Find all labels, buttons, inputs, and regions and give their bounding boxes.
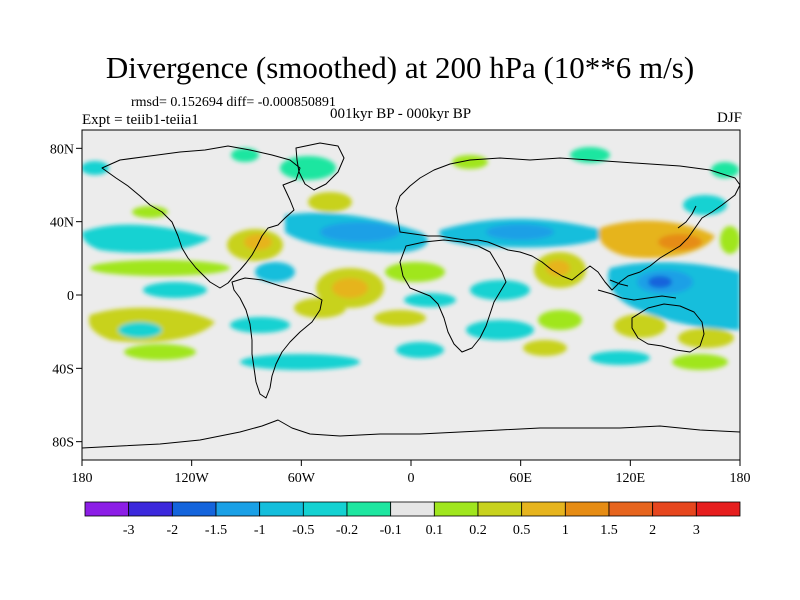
field-patch (118, 322, 162, 338)
field-patch (470, 280, 530, 300)
colorbar-swatch (608, 501, 654, 517)
field-patch (523, 340, 567, 356)
colorbar-label: -0.1 (380, 523, 402, 538)
colorbar-label: -0.2 (336, 523, 358, 538)
coastline-indonesia (597, 279, 677, 301)
colorbar-label: 0.2 (469, 523, 487, 538)
coastline-antarctica (82, 419, 740, 449)
colorbar-label: 0.1 (426, 523, 444, 538)
colorbar-label: -1 (254, 523, 266, 538)
lon-tick-label: 60E (509, 471, 532, 486)
colorbar-label: -1.5 (205, 523, 227, 538)
lat-tick-label: 40N (50, 216, 74, 231)
field-patch (374, 310, 426, 326)
field-patch (452, 155, 488, 169)
field-patch (711, 162, 739, 178)
field-patch (231, 148, 259, 162)
field-patch (132, 206, 168, 218)
map-title: Divergence (smoothed) at 200 hPa (10**6 … (105, 50, 695, 85)
period-label: 001kyr BP - 000kyr BP (330, 106, 472, 122)
lon-tick-label: 180 (730, 471, 751, 486)
field-patch (244, 234, 272, 250)
lon-tick-label: 60W (288, 471, 316, 486)
colorbar-swatch (433, 501, 479, 517)
field-patch (332, 278, 368, 298)
field-patch (614, 314, 666, 338)
field-patch (678, 328, 734, 348)
colorbar-swatch (346, 501, 392, 517)
experiment-label: Expt = teiib1-teiia1 (82, 112, 199, 128)
field-patch (385, 262, 445, 282)
field-patch (255, 262, 295, 282)
coastline-south-america (231, 277, 323, 399)
field-patch (466, 320, 534, 340)
lon-tick-label: 120W (175, 471, 210, 486)
coastline-africa (399, 239, 507, 353)
field-patch (230, 317, 290, 333)
stats-label: rmsd= 0.152694 diff= -0.000850891 (131, 95, 336, 110)
colorbar-label: -2 (166, 523, 178, 538)
lat-tick-label: 0 (67, 289, 74, 304)
colorbar-label: 2 (649, 523, 656, 538)
field-patch (90, 260, 230, 276)
coastline-japan (677, 205, 697, 229)
longitude-axis: 180 120W 60W 0 60E 120E 180 (72, 460, 751, 486)
field-patch (240, 354, 360, 370)
coastline-north-america (101, 145, 301, 289)
colorbar-label: 0.5 (513, 523, 531, 538)
field-patch (82, 161, 109, 175)
divergence-field (82, 147, 740, 370)
field-patch (538, 310, 582, 330)
lon-tick-label: 0 (408, 471, 415, 486)
colorbar: -3 -2 -1.5 -1 -0.5 -0.2 -0.1 0.1 0.2 0.5 1 1.5 2 3 (84, 501, 741, 538)
field-patch (280, 156, 336, 180)
colorbar-label: -3 (123, 523, 135, 538)
colorbar-swatch (652, 501, 697, 517)
lat-tick-label: 80N (50, 142, 74, 157)
field-patch (404, 293, 456, 307)
colorbar-swatch (521, 501, 566, 517)
latitude-axis: 80N 40N 0 40S 80S (50, 142, 82, 451)
field-patch (683, 195, 727, 215)
lat-tick-label: 40S (52, 362, 74, 377)
field-patch (590, 351, 650, 365)
field-patch (658, 234, 702, 250)
field-patch (124, 344, 196, 360)
colorbar-swatch (302, 501, 348, 517)
colorbar-swatch (171, 501, 217, 517)
colorbar-swatch (695, 501, 741, 517)
field-patch (143, 282, 207, 298)
colorbar-label: 1.5 (600, 523, 618, 538)
lat-tick-label: 80S (52, 436, 74, 451)
coastline-eurasia (395, 157, 740, 291)
field-patch (672, 354, 728, 370)
field-patch (546, 260, 570, 276)
field-patch (82, 224, 210, 253)
field-patch (720, 226, 740, 254)
field-patch (308, 192, 352, 212)
field-patch (486, 224, 554, 240)
coastline-greenland (295, 142, 345, 191)
lon-tick-label: 180 (72, 471, 93, 486)
field-patch (396, 342, 444, 358)
coastlines (82, 142, 740, 449)
colorbar-swatch (564, 501, 610, 517)
colorbar-swatch (390, 501, 435, 517)
field-patch (648, 276, 672, 288)
colorbar-label: 1 (562, 523, 569, 538)
colorbar-swatch (477, 501, 523, 517)
colorbar-swatch (128, 501, 173, 517)
colorbar-swatch (84, 501, 130, 517)
colorbar-label: 3 (693, 523, 700, 538)
colorbar-swatch (259, 501, 304, 517)
lon-tick-label: 120E (616, 471, 646, 486)
colorbar-swatch (215, 501, 261, 517)
field-patch (320, 222, 400, 242)
colorbar-label: -0.5 (292, 523, 314, 538)
coastline-australia (631, 303, 705, 353)
season-label: DJF (716, 110, 742, 126)
